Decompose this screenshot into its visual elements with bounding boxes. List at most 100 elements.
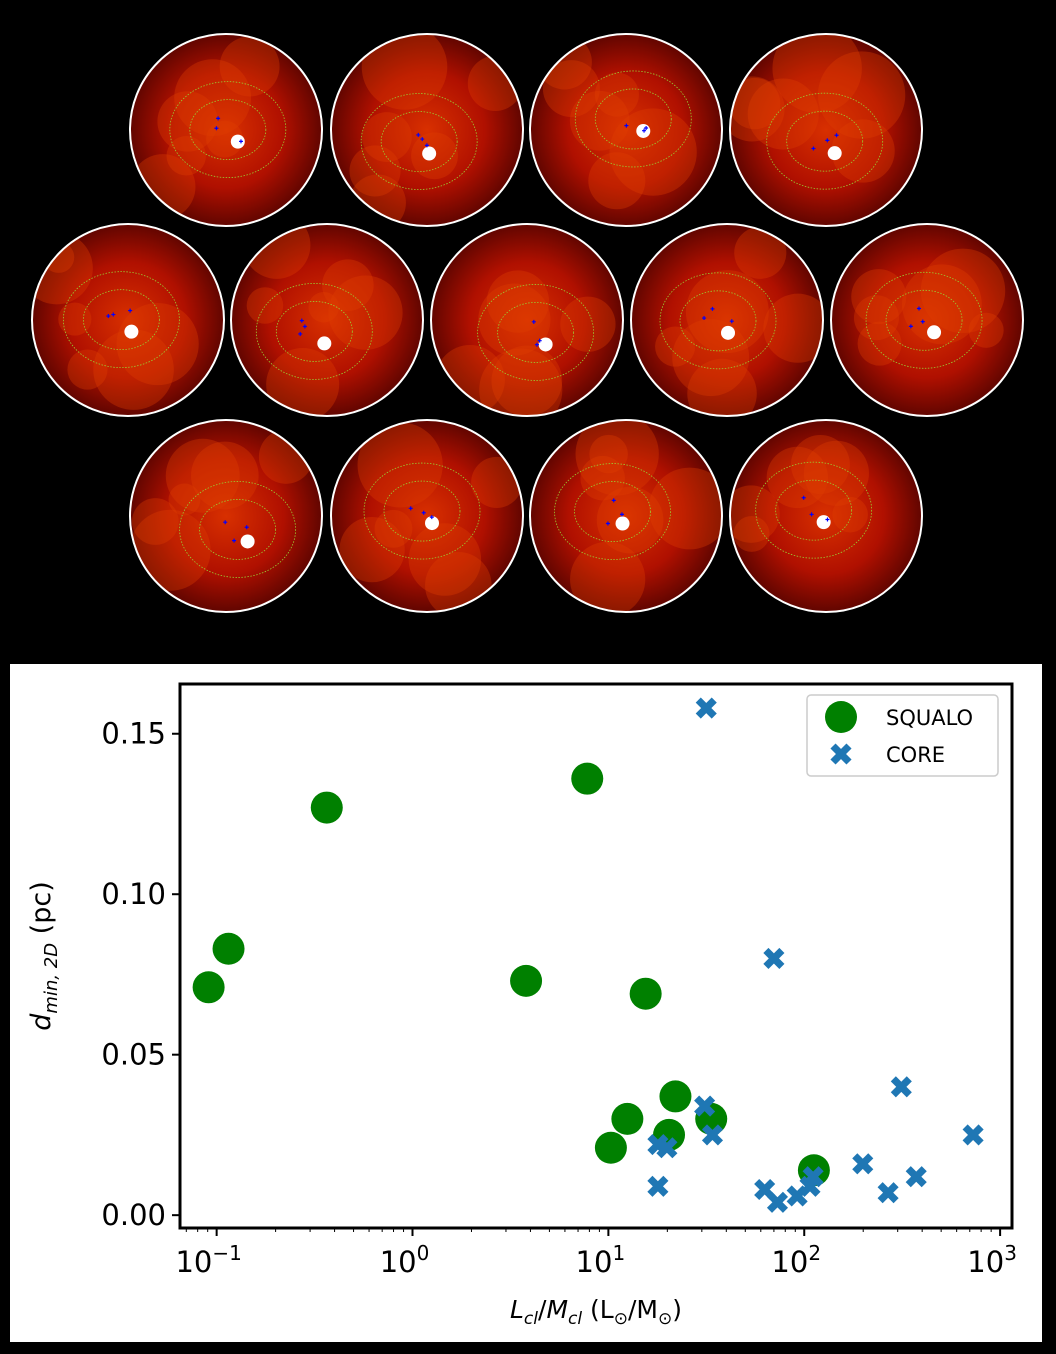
contour-inner: [594, 88, 672, 150]
map-outline: [129, 419, 323, 613]
core-point: [852, 1153, 874, 1175]
core-point: [962, 1124, 984, 1146]
x-tick-base: 10: [967, 1245, 1004, 1279]
emission-blob: [206, 120, 244, 158]
contour-outer: [62, 271, 180, 369]
cluster-map: [729, 419, 923, 613]
emission-blob: [588, 152, 646, 210]
source-marker: [216, 116, 221, 121]
emission-blob: [322, 259, 374, 311]
x-label-part: (L: [582, 1295, 614, 1324]
emission-blob: [328, 275, 403, 350]
emission-blob: [349, 145, 401, 197]
core-point: [802, 1166, 824, 1188]
source-marker: [420, 137, 425, 142]
contour-outer: [755, 461, 873, 559]
emission-blob: [374, 509, 413, 548]
x-tick-base: 10: [380, 1245, 417, 1279]
emission-blob: [596, 486, 664, 554]
x-label-part: cl: [524, 1309, 538, 1329]
contour-inner: [82, 289, 160, 351]
source-marker: [244, 525, 249, 530]
map-background: [831, 224, 1023, 416]
x-label-part: L: [510, 1295, 524, 1324]
cluster-map: [330, 33, 524, 227]
core-point: [647, 1175, 669, 1197]
emission-blob: [766, 446, 828, 509]
emission-blob: [491, 345, 563, 416]
map-background: [631, 224, 823, 416]
y-label-part: d: [26, 1013, 57, 1031]
bright-core: [317, 336, 332, 351]
bright-core: [230, 134, 245, 149]
bright-core: [240, 534, 255, 549]
source-marker: [834, 133, 839, 138]
map-image: [831, 224, 1023, 416]
contour-inner: [574, 481, 651, 542]
y-tick-label: 0.00: [101, 1198, 166, 1232]
map-image: [331, 34, 523, 226]
squalo-point: [192, 971, 225, 1004]
map-outline: [230, 223, 424, 417]
squalo-point: [310, 791, 343, 824]
cluster-map: [230, 223, 424, 417]
core-point: [763, 947, 785, 969]
source-marker: [801, 495, 806, 500]
core-point: [890, 1076, 912, 1098]
emission-blob: [609, 108, 697, 196]
y-tick-label: 0.15: [101, 717, 166, 751]
map-outline: [129, 33, 323, 227]
y-tick-label: 0.10: [101, 877, 166, 911]
emission-blob: [408, 523, 482, 596]
emission-blob: [308, 291, 339, 323]
bright-core: [721, 325, 736, 340]
cluster-map: [330, 419, 524, 613]
cluster-map: [630, 223, 824, 417]
emission-blob: [67, 349, 108, 390]
contour-outer: [255, 283, 373, 380]
cluster-map: [529, 33, 723, 227]
bright-core: [816, 515, 831, 530]
map-background: [530, 420, 722, 612]
source-marker: [825, 138, 830, 143]
contour-outer: [179, 481, 297, 578]
legend-label: CORE: [886, 743, 945, 767]
emission-blob: [790, 434, 850, 494]
emission-blob: [479, 348, 563, 416]
map-image: [130, 34, 322, 226]
contour-outer: [659, 272, 777, 370]
source-marker: [429, 515, 434, 520]
contour-outer: [477, 284, 595, 381]
emission-blob: [361, 112, 412, 162]
contour-outer: [554, 463, 671, 560]
source-marker: [298, 331, 303, 336]
emission-blob: [93, 329, 174, 410]
source-marker: [729, 319, 734, 324]
source-marker: [416, 132, 421, 137]
bright-core: [827, 146, 842, 161]
emission-blob: [733, 515, 770, 552]
y-label-part: min, 2D: [41, 943, 62, 1014]
source-marker: [605, 521, 610, 526]
emission-blob: [166, 136, 207, 176]
squalo-point: [212, 932, 245, 965]
map-outline: [630, 223, 824, 417]
core-point: [905, 1166, 927, 1188]
series-core: [647, 697, 984, 1213]
squalo-point: [659, 1080, 692, 1113]
source-marker: [809, 512, 814, 517]
source-marker: [238, 139, 243, 144]
emission-blob: [560, 296, 616, 352]
x-tick-exponent: −1: [212, 1241, 241, 1265]
emission-blob: [685, 270, 769, 354]
emission-blob: [168, 483, 201, 516]
squalo-point: [629, 977, 662, 1010]
source-marker: [644, 125, 649, 130]
map-image: [231, 224, 423, 416]
x-tick-base: 10: [175, 1245, 212, 1279]
map-image: [631, 224, 823, 416]
emission-blob: [580, 455, 625, 501]
source-marker: [214, 126, 219, 131]
bright-core: [927, 325, 942, 340]
map-outline: [830, 223, 1024, 417]
